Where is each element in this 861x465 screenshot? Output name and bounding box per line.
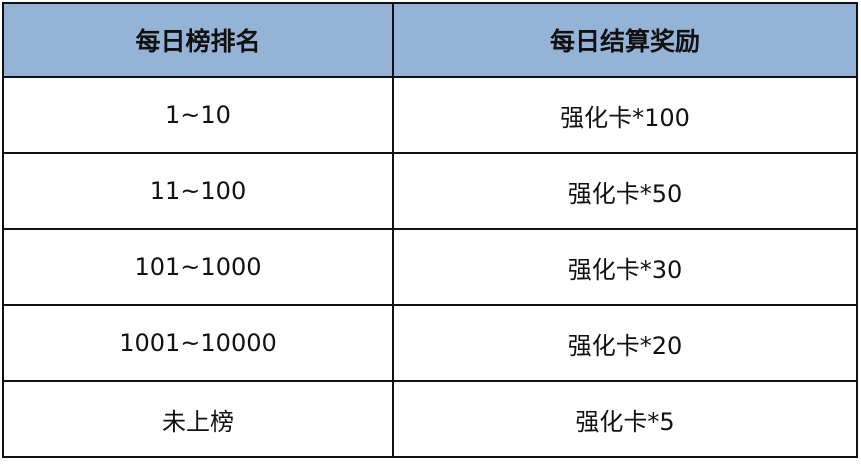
table-row: 1001~10000 强化卡*20 — [2, 304, 858, 382]
reward-cell: 强化卡*5 — [392, 380, 858, 458]
reward-cell: 强化卡*100 — [392, 76, 858, 154]
table-row: 101~1000 强化卡*30 — [2, 228, 858, 306]
reward-cell: 强化卡*30 — [392, 228, 858, 306]
rank-cell: 11~100 — [2, 152, 394, 230]
table-row: 11~100 强化卡*50 — [2, 152, 858, 230]
reward-cell: 强化卡*50 — [392, 152, 858, 230]
table-row: 未上榜 强化卡*5 — [2, 380, 858, 458]
header-rank: 每日榜排名 — [2, 2, 394, 78]
header-row: 每日榜排名 每日结算奖励 — [2, 2, 858, 78]
header-reward: 每日结算奖励 — [392, 2, 858, 78]
table-row: 1~10 强化卡*100 — [2, 76, 858, 154]
rank-cell: 未上榜 — [2, 380, 394, 458]
reward-cell: 强化卡*20 — [392, 304, 858, 382]
rank-cell: 1~10 — [2, 76, 394, 154]
rank-cell: 101~1000 — [2, 228, 394, 306]
reward-table: 每日榜排名 每日结算奖励 1~10 强化卡*100 11~100 强化卡*50 … — [2, 2, 858, 458]
rank-cell: 1001~10000 — [2, 304, 394, 382]
